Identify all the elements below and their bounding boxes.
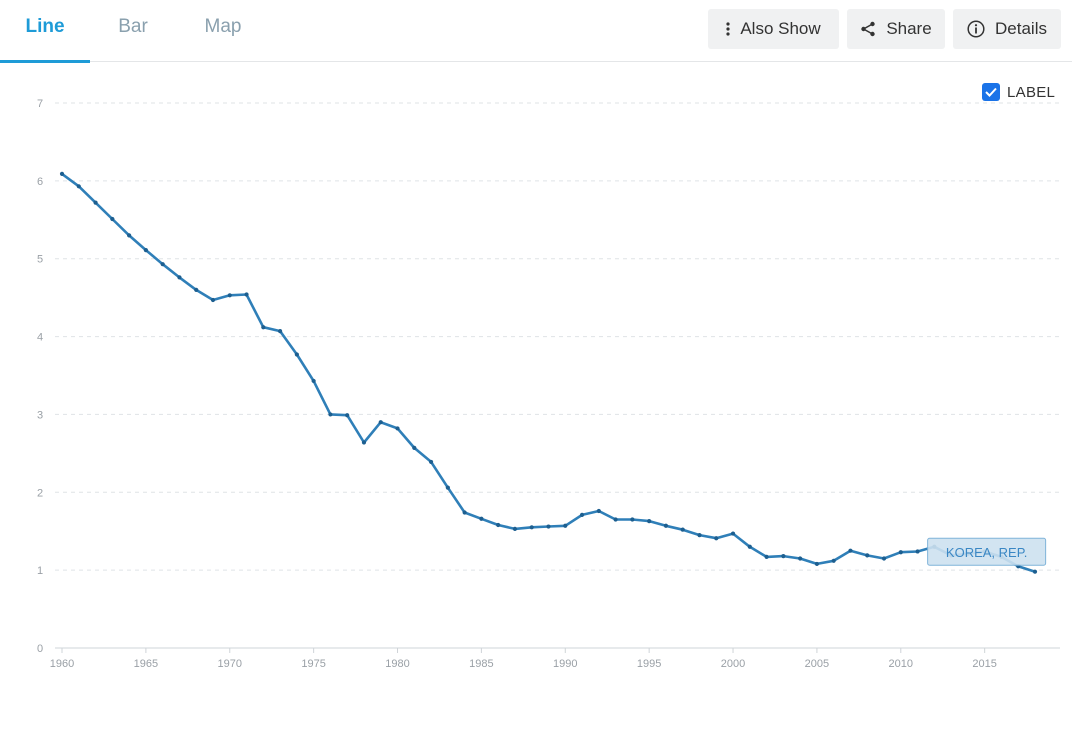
data-point: [76, 184, 81, 189]
data-point: [764, 554, 769, 560]
tab-line[interactable]: Line: [0, 0, 90, 63]
y-tick-label: 4: [37, 332, 43, 344]
tab-bar[interactable]: Bar: [118, 16, 148, 37]
x-tick-label: 1995: [637, 658, 661, 670]
data-point: [445, 485, 450, 490]
x-tick-label: 2010: [889, 658, 913, 670]
data-point: [59, 171, 65, 176]
series-label: KOREA, REP.: [927, 537, 1047, 566]
data-point: [412, 445, 417, 451]
data-point: [311, 378, 316, 384]
series-label-box: [927, 537, 1047, 566]
top-bar: Line Bar Map Also Show Share Details: [0, 0, 1072, 63]
data-point: [898, 550, 903, 555]
checkmark-icon: [985, 87, 997, 97]
x-tick-label: 1960: [50, 658, 74, 670]
data-point: [697, 533, 702, 538]
x-tick-label: 1970: [218, 658, 242, 670]
series-korea: [59, 171, 1038, 574]
data-point: [428, 459, 434, 465]
x-tick-label: 2015: [972, 658, 996, 670]
data-point: [345, 413, 350, 418]
data-point: [915, 549, 920, 554]
more-vertical-icon: [726, 22, 730, 36]
data-point: [613, 517, 618, 522]
y-tick-label: 2: [37, 487, 43, 499]
data-point: [747, 544, 752, 549]
data-point: [496, 522, 501, 528]
details-button[interactable]: Details: [953, 9, 1061, 49]
y-tick-label: 5: [37, 254, 43, 266]
share-button[interactable]: Share: [847, 9, 945, 49]
data-point: [462, 510, 467, 515]
line-chart: 0 1 2 3 4 5 6 7 1960 1965 1970 1975 1980 1985 1990 199…: [37, 98, 1060, 670]
data-point: [663, 523, 669, 528]
data-point: [1032, 569, 1038, 574]
label-checkbox[interactable]: [982, 83, 1000, 101]
data-point: [512, 526, 518, 531]
data-point: [210, 297, 216, 303]
data-point: [127, 233, 132, 238]
data-point: [378, 420, 383, 425]
data-point: [479, 516, 484, 521]
also-show-label: Also Show: [740, 19, 821, 38]
y-tick-label: 7: [37, 98, 43, 110]
y-tick-label: 0: [37, 643, 43, 655]
data-point: [730, 531, 736, 536]
data-point: [244, 292, 249, 297]
series-line: [61, 172, 1036, 573]
y-tick-label: 6: [37, 176, 43, 188]
data-point: [848, 548, 853, 553]
x-tick-label: 2005: [805, 658, 829, 670]
data-point: [546, 524, 551, 529]
data-point: [781, 554, 786, 559]
data-point: [881, 556, 887, 561]
details-label: Details: [995, 19, 1047, 38]
share-icon: [860, 21, 876, 37]
label-toggle-text: LABEL: [1007, 83, 1056, 101]
data-point: [294, 352, 299, 357]
data-point: [143, 248, 148, 253]
x-tick-label: 1965: [134, 658, 158, 670]
data-point: [227, 293, 232, 298]
data-point: [563, 523, 568, 528]
data-point: [277, 329, 283, 334]
data-point: [194, 287, 199, 292]
data-point: [579, 512, 585, 517]
y-axis: 0 1 2 3 4 5 6 7: [37, 98, 43, 655]
data-point: [714, 536, 719, 541]
y-tick-label: 1: [37, 565, 43, 577]
share-label: Share: [886, 19, 932, 38]
data-point: [361, 440, 367, 445]
data-point: [814, 561, 820, 567]
data-point: [93, 200, 98, 205]
data-point: [261, 325, 266, 330]
series-label-text: KOREA, REP.: [946, 545, 1027, 560]
x-tick-label: 1990: [553, 658, 577, 670]
x-tick-label: 1985: [469, 658, 493, 670]
also-show-button[interactable]: Also Show: [708, 9, 839, 49]
data-point: [865, 553, 870, 558]
data-point: [798, 556, 803, 561]
data-point: [596, 508, 601, 514]
data-point: [110, 216, 115, 222]
data-point: [160, 262, 165, 267]
data-point: [680, 527, 685, 532]
x-tick-label: 1975: [301, 658, 325, 670]
x-tick-label: 2000: [721, 658, 745, 670]
tab-map[interactable]: Map: [204, 16, 242, 37]
info-icon: [967, 20, 985, 38]
x-axis: 1960 1965 1970 1975 1980 1985 1990 1995 2000 2005…: [50, 647, 1060, 670]
data-point: [630, 517, 635, 522]
data-point: [647, 518, 652, 524]
data-point: [177, 275, 182, 280]
data-point: [395, 426, 400, 431]
data-point: [831, 558, 836, 563]
data-point: [328, 412, 333, 417]
grid-lines: [55, 102, 1060, 571]
y-tick-label: 3: [37, 409, 43, 421]
x-tick-label: 1980: [385, 658, 409, 670]
label-toggle[interactable]: LABEL: [982, 81, 1055, 103]
data-point: [529, 525, 534, 530]
